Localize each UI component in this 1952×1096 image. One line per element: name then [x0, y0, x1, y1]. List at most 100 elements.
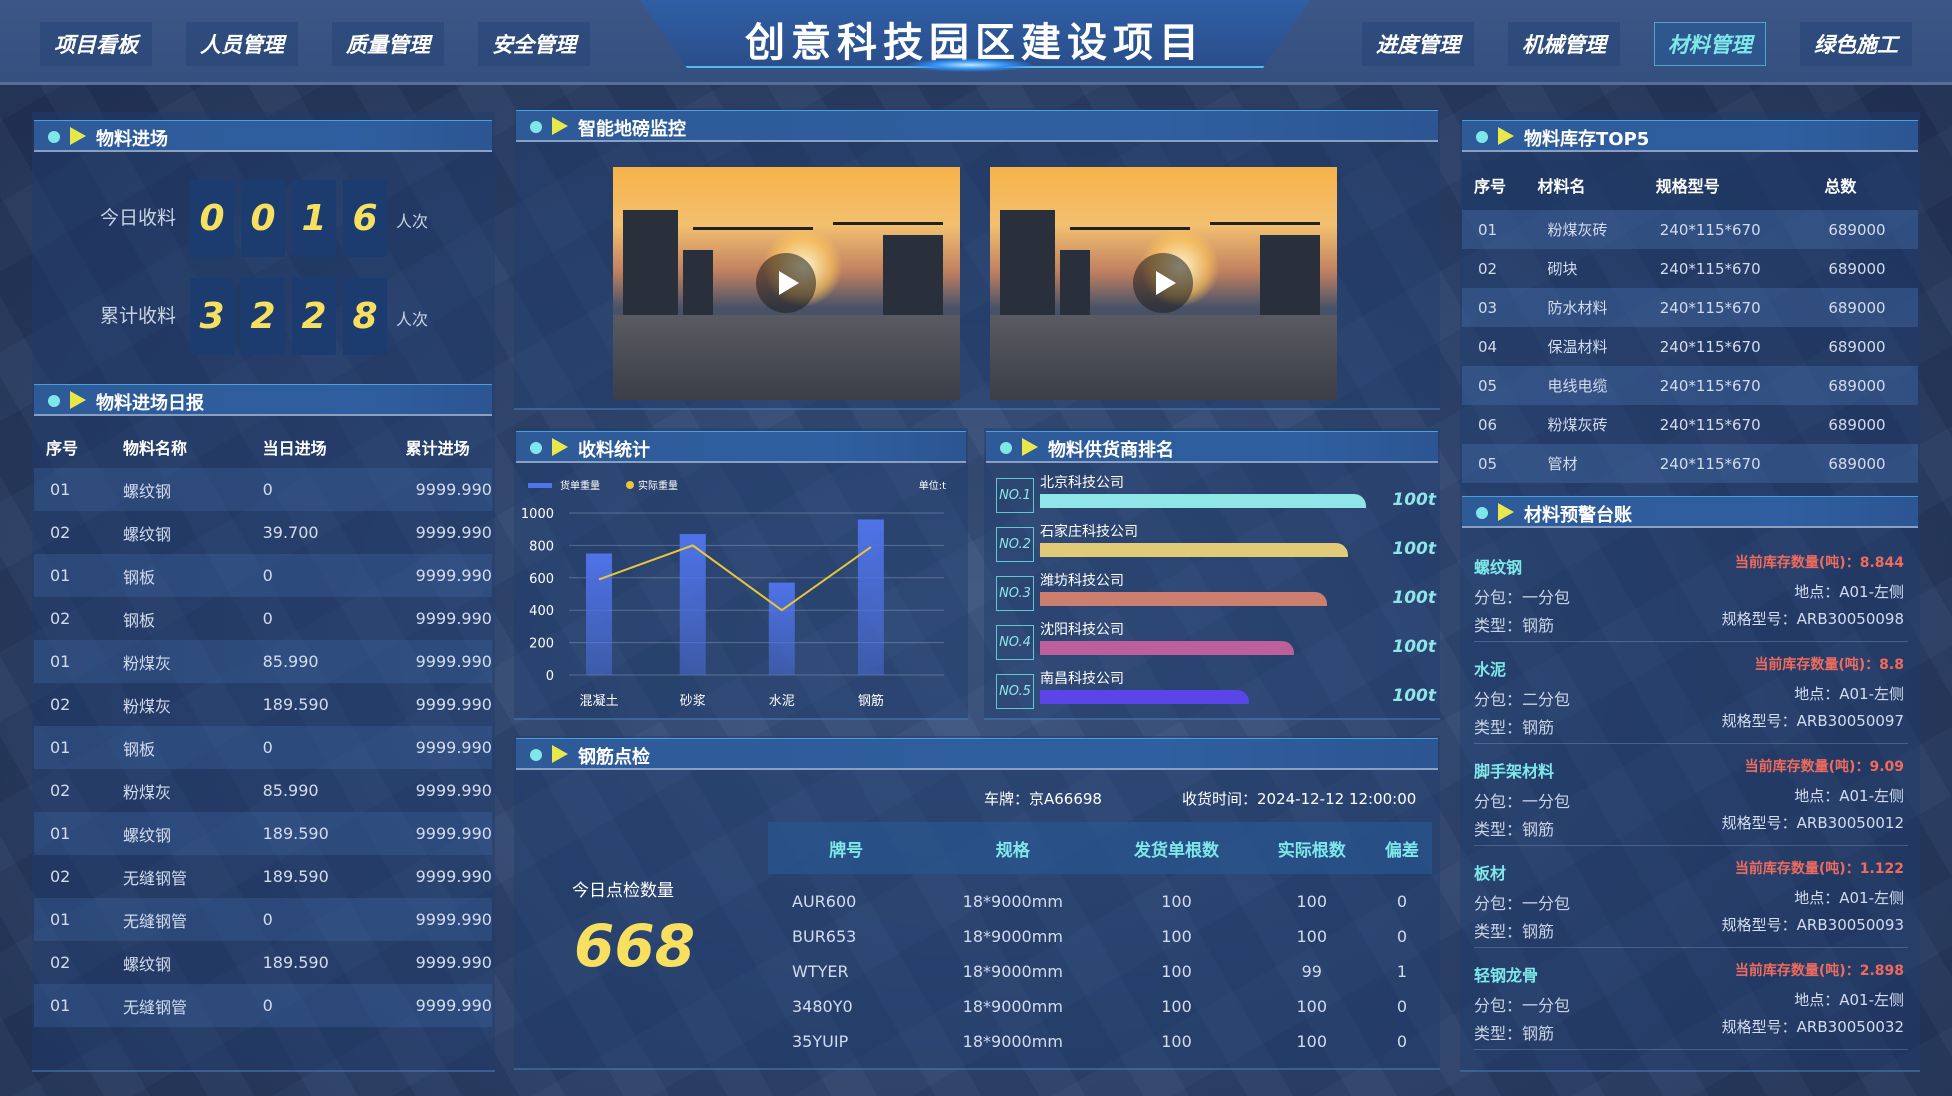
material-name: 脚手架材料 [1474, 762, 1555, 781]
supplier-name: 南昌科技公司 [1040, 671, 1124, 687]
table-cell: 3480Y0 [792, 997, 853, 1016]
section-header-stats: 收料统计 [516, 431, 966, 463]
counter-digit: 2 [292, 278, 336, 355]
nav-tab[interactable]: 安全管理 [478, 22, 590, 66]
table-row: 01 无缝钢管 0 9999.990 [34, 898, 492, 941]
left-panel [32, 112, 495, 1072]
table-row: 02 螺纹钢 39.700 9999.990 [34, 511, 492, 554]
table-cell: 保温材料 [1547, 338, 1608, 356]
section-title: 智能地磅监控 [578, 119, 686, 140]
table-row: 01 钢板 0 9999.990 [34, 726, 492, 769]
warning-item: 水泥 分包：二分包 类型：钢筋 当前库存数量(吨)：8.8 地点：A01-左侧 … [1474, 642, 1908, 744]
location: 地点：A01-左侧 [1794, 583, 1904, 601]
legend-label: 实际重量 [638, 479, 678, 492]
table-cell: 防水材料 [1525, 288, 1644, 327]
counter-digit: 3 [190, 278, 234, 355]
arrow-icon [70, 391, 86, 409]
column-header: 序号 [1462, 160, 1526, 210]
model-number: 规格型号：ARB30050097 [1721, 712, 1904, 730]
table-cell: 粉煤灰 [114, 640, 243, 683]
total-label: 累计收料 [100, 305, 177, 327]
play-icon[interactable] [1133, 253, 1193, 313]
section-title: 钢筋点检 [578, 747, 650, 768]
play-icon[interactable] [756, 253, 816, 313]
section-header-warning: 材料预警台账 [1462, 496, 1918, 528]
header: 创意科技园区建设项目 项目看板 人员管理 质量管理 安全管理 进度管理 机械管理 材料管理绿… [0, 0, 1952, 85]
counter-digit: 1 [292, 180, 336, 257]
supplier-item: NO.4 沈阳科技公司 100t [996, 622, 1436, 675]
bar [768, 582, 795, 675]
table-cell: 02 [50, 523, 71, 542]
nav-tab[interactable]: 人员管理 [186, 22, 298, 66]
unit-label: 单位:t [919, 479, 946, 492]
dot-icon [530, 442, 542, 454]
section-title: 材料预警台账 [1524, 505, 1632, 526]
stock-quantity: 当前库存数量(吨)：2.898 [1734, 963, 1904, 979]
warning-item: 螺纹钢 分包：一分包 类型：钢筋 当前库存数量(吨)：8.844 地点：A01-… [1474, 540, 1908, 642]
bar [586, 553, 612, 675]
table-cell: 9999.990 [369, 726, 492, 769]
table-cell: 9999.990 [369, 984, 492, 1027]
arrow-icon [552, 117, 568, 135]
arrow-icon [552, 745, 568, 763]
building [1260, 235, 1320, 320]
table-cell: 240*115*670 [1659, 337, 1761, 356]
table-cell: 9999.990 [369, 812, 492, 855]
table-cell: 0 [242, 554, 370, 597]
section-header-top5: 物料库存TOP5 [1462, 120, 1918, 152]
daily-table: 序号 物料名称 当日进场 累计进场 01 螺纹钢 0 9999.990 02 螺纹钢 39.700 9… [34, 425, 492, 1027]
column-header: 物料名称 [122, 438, 187, 458]
building [623, 210, 678, 320]
nav-tab[interactable]: 材料管理 [1654, 22, 1766, 66]
table-cell: 100 [1161, 892, 1192, 911]
construction-deck [990, 315, 1337, 400]
camera-feed[interactable] [613, 167, 960, 400]
material-type: 类型：钢筋 [1474, 922, 1555, 941]
table-row: 02 砌块 240*115*670 689000 [1462, 249, 1918, 288]
table-cell: 240*115*670 [1643, 288, 1813, 327]
supplier-bar [1040, 494, 1366, 508]
table-cell: 01 [34, 812, 115, 855]
supplier-item: NO.3 潍坊科技公司 100t [996, 573, 1436, 626]
supplier-item: NO.5 南昌科技公司 100t [996, 671, 1436, 724]
table-cell: 100 [1161, 927, 1192, 946]
table-cell: BUR653 [792, 927, 857, 946]
table-cell: 9999.990 [415, 523, 492, 542]
subcontract: 分包：二分包 [1474, 690, 1571, 709]
y-tick-label: 1000 [521, 507, 554, 522]
y-tick-label: 400 [529, 604, 554, 619]
table-cell: 240*115*670 [1643, 444, 1813, 483]
counter-digit: 2 [241, 278, 285, 355]
nav-tab[interactable]: 质量管理 [332, 22, 444, 66]
table-cell: 02 [50, 695, 71, 714]
table-cell: 35YUIP [792, 1032, 849, 1051]
table-cell: 0 [242, 984, 370, 1027]
table-cell: 189.590 [262, 953, 329, 972]
nav-tab[interactable]: 机械管理 [1508, 22, 1620, 66]
rank-badge: NO.3 [996, 576, 1034, 611]
table-cell: 无缝钢管 [114, 984, 243, 1027]
legend-label: 货单重量 [560, 479, 600, 492]
subcontract: 分包：一分包 [1474, 894, 1571, 913]
table-cell: 9999.990 [415, 781, 492, 800]
table-cell: 100 [1161, 962, 1192, 981]
nav-tab[interactable]: 项目看板 [40, 22, 152, 66]
table-cell: 9999.990 [415, 867, 492, 886]
crane [1210, 222, 1320, 225]
supplier-item: NO.1 北京科技公司 100t [996, 475, 1436, 528]
supplier-bar [1040, 690, 1249, 704]
location: 地点：A01-左侧 [1794, 787, 1904, 805]
location: 地点：A01-左侧 [1794, 991, 1904, 1009]
table-cell: 189.590 [262, 867, 329, 886]
camera-feed[interactable] [990, 167, 1337, 400]
column-header: 总数 [1812, 160, 1918, 210]
supplier-name: 沈阳科技公司 [1040, 622, 1124, 638]
material-name: 板材 [1474, 864, 1507, 883]
supplier-bar [1040, 592, 1327, 606]
table-cell: 689000 [1812, 288, 1918, 327]
table-cell: 100 [1296, 997, 1328, 1016]
nav-tab[interactable]: 进度管理 [1362, 22, 1474, 66]
material-type: 类型：钢筋 [1474, 820, 1555, 839]
counter-digit: 0 [241, 180, 285, 257]
nav-tab[interactable]: 绿色施工 [1800, 22, 1912, 66]
